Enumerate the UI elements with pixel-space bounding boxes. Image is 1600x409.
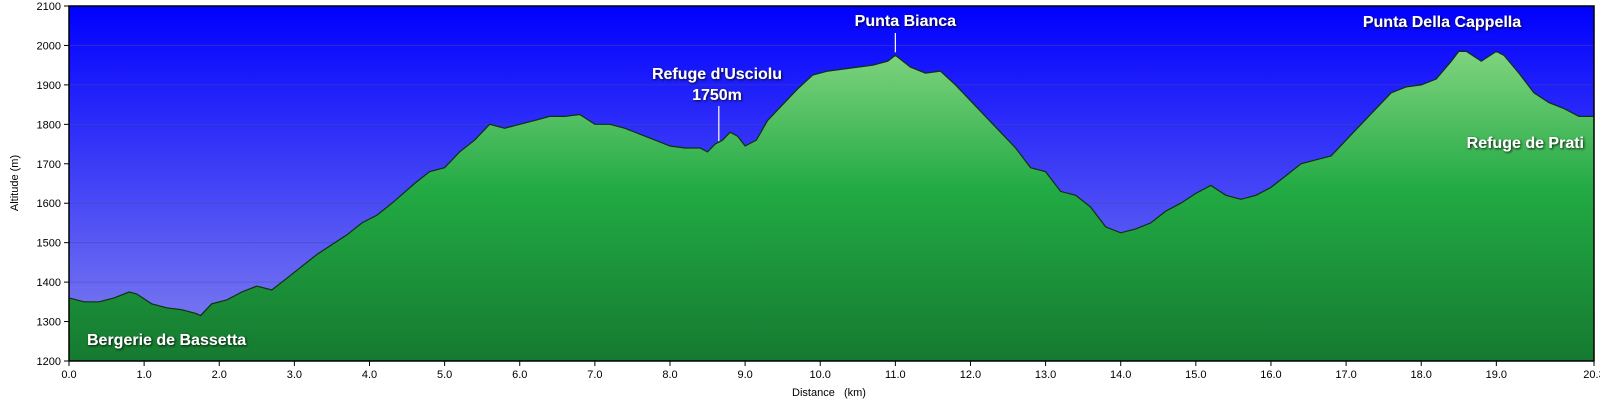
y-axis: 1200 1300 1400 1500 1600 1700 1800 1900 2000 2100 bbox=[37, 1, 69, 368]
y-tick-label: 2000 bbox=[37, 40, 61, 52]
x-tick-label: 11.0 bbox=[885, 369, 906, 381]
y-tick-label: 1800 bbox=[37, 119, 61, 131]
x-tick-label: 4.0 bbox=[362, 369, 377, 381]
annotations: Punta Bianca Refuge d'Usciolu 1750m Punta D… bbox=[87, 13, 1584, 349]
x-tick-label: 19.0 bbox=[1486, 369, 1507, 381]
x-tick-label: 5.0 bbox=[437, 369, 452, 381]
x-tick-label: 1.0 bbox=[136, 369, 151, 381]
x-tick-label: 14.0 bbox=[1110, 369, 1131, 381]
x-tick-label: 3.0 bbox=[287, 369, 302, 381]
y-tick-label: 2100 bbox=[37, 1, 61, 13]
x-tick-label: 18.0 bbox=[1411, 369, 1432, 381]
y-tick-label: 1300 bbox=[37, 317, 61, 329]
x-tick-label: 15.0 bbox=[1185, 369, 1206, 381]
annotation-label: Refuge d'Usciolu bbox=[652, 66, 782, 83]
x-tick-label: 6.0 bbox=[512, 369, 527, 381]
x-tick-label: 8.0 bbox=[662, 369, 677, 381]
x-tick-label: 2.0 bbox=[212, 369, 227, 381]
y-tick-label: 1500 bbox=[37, 238, 61, 250]
x-tick-label: 10.0 bbox=[810, 369, 831, 381]
y-tick-label: 1600 bbox=[37, 198, 61, 210]
elevation-area bbox=[69, 51, 1594, 362]
x-axis: 0.0 1.0 2.0 3.0 4.0 5.0 6.0 7.0 8.0 9.0 10.0 11.0 12… bbox=[61, 361, 1600, 381]
annotation-label: 1750m bbox=[692, 87, 742, 104]
elevation-line bbox=[68, 50, 1594, 317]
x-tick-label: 7.0 bbox=[587, 369, 602, 381]
annotation-label: Bergerie de Bassetta bbox=[87, 332, 246, 349]
y-tick-label: 1200 bbox=[37, 356, 61, 368]
annotation-label: Punta Della Cappella bbox=[1363, 14, 1521, 31]
y-tick-label: 1900 bbox=[37, 80, 61, 92]
annotation-label: Punta Bianca bbox=[855, 13, 956, 30]
y-tick-label: 1700 bbox=[37, 159, 61, 171]
x-tick-label: 12.0 bbox=[960, 369, 981, 381]
y-tick-label: 1400 bbox=[37, 277, 61, 289]
annotation-label: Refuge de Prati bbox=[1467, 135, 1584, 152]
plot-frame bbox=[68, 5, 1595, 362]
y-axis-title: Altitude (m) bbox=[9, 155, 21, 211]
x-tick-label: 17.0 bbox=[1335, 369, 1356, 381]
x-tick-label: 16.0 bbox=[1260, 369, 1281, 381]
x-tick-label: 13.0 bbox=[1035, 369, 1056, 381]
x-tick-label: 20.3 bbox=[1583, 369, 1600, 381]
x-axis-title: Distance (km) bbox=[792, 387, 866, 399]
x-tick-label: 0.0 bbox=[61, 369, 76, 381]
x-tick-label: 9.0 bbox=[737, 369, 752, 381]
